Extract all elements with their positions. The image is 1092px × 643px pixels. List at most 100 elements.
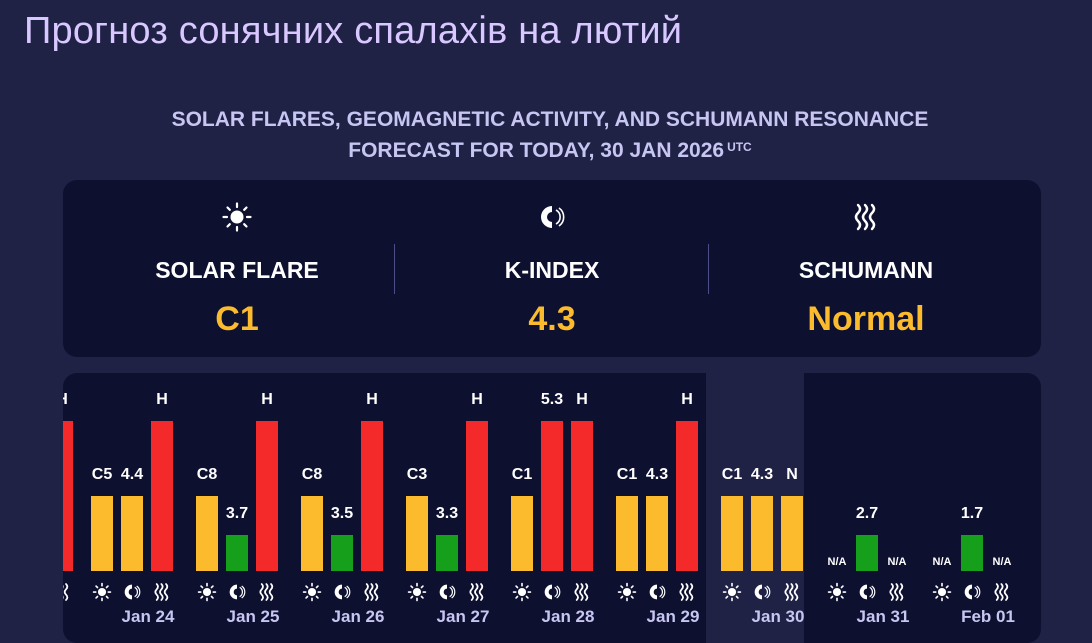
- sun-icon: [826, 581, 848, 603]
- bar: [466, 421, 488, 571]
- wave-icon: [781, 581, 803, 603]
- magnet-icon: [541, 581, 563, 603]
- wave-icon: [63, 581, 73, 603]
- bar-label: 5.3: [540, 391, 564, 408]
- metric-label: SCHUMANN: [798, 257, 934, 283]
- bar-label: H: [471, 391, 483, 408]
- bar-label: C1: [511, 466, 533, 483]
- day-label: Jan 24: [121, 607, 175, 626]
- bar-label: N: [786, 466, 798, 483]
- bar-label: 4.4: [120, 466, 144, 483]
- bar-label: 2.7: [855, 505, 879, 522]
- bar: [256, 421, 278, 571]
- bar: [541, 421, 563, 571]
- sun-icon: [511, 581, 533, 603]
- divider: [394, 244, 395, 294]
- page-title: Прогноз сонячних спалахів на лютий: [24, 10, 683, 52]
- bar-label: C1: [616, 466, 638, 483]
- bar: [301, 496, 323, 571]
- bar: [121, 496, 143, 571]
- sun-icon: [406, 581, 428, 603]
- sun-icon: [196, 581, 218, 603]
- wave-icon: [151, 581, 173, 603]
- bar: [961, 535, 983, 571]
- magnet-icon: [646, 581, 668, 603]
- bar: [856, 535, 878, 571]
- day-label: Jan 30: [751, 607, 805, 626]
- day-label: Jan 25: [226, 607, 280, 626]
- bar-label: C1: [721, 466, 743, 483]
- wave-icon: [256, 581, 278, 603]
- metric-value: Normal: [807, 300, 925, 338]
- metric-value: 4.3: [528, 300, 576, 338]
- wave-icon: [991, 581, 1013, 603]
- bar-label: 4.3: [645, 466, 669, 483]
- day-label: Jan 27: [436, 607, 490, 626]
- bar: [616, 496, 638, 571]
- bar: [781, 496, 803, 571]
- bar: [331, 535, 353, 571]
- bar-label: C5: [91, 466, 113, 483]
- day-label: Jan 29: [646, 607, 700, 626]
- bar: [646, 496, 668, 571]
- bar-label: N/A: [932, 556, 952, 568]
- subtitle-line1: SOLAR FLARES, GEOMAGNETIC ACTIVITY, AND …: [171, 108, 929, 131]
- metric-k-index: K-INDEX 4.3: [389, 180, 715, 357]
- metric-label: K-INDEX: [504, 257, 600, 283]
- bar: [406, 496, 428, 571]
- bar-label: H: [63, 391, 82, 409]
- magnet-icon: [331, 581, 353, 603]
- bar-label: 4.3: [750, 466, 774, 483]
- bar: [196, 496, 218, 571]
- bar: [751, 496, 773, 571]
- bar-label: C8: [301, 466, 323, 483]
- sun-icon: [616, 581, 638, 603]
- bar-label: H: [261, 391, 273, 408]
- bar-label: N/A: [992, 556, 1012, 568]
- utc-label: UTC: [727, 140, 752, 154]
- bar-label: C8: [196, 466, 218, 483]
- magnet-icon: [121, 581, 143, 603]
- bar: [151, 421, 173, 571]
- bar: [721, 496, 743, 571]
- magnet-icon: [751, 581, 773, 603]
- wave-icon: [361, 581, 383, 603]
- bar-label: H: [576, 391, 588, 408]
- bar: [361, 421, 383, 571]
- divider: [708, 244, 709, 294]
- bar-label: N/A: [827, 556, 847, 568]
- bar-label: H: [156, 391, 168, 408]
- day-label: Jan 31: [856, 607, 910, 626]
- summary-card: SOLAR FLARE C1 K-INDEX 4.3 SCHUMANN Norm…: [63, 180, 1041, 357]
- magnet-icon: [961, 581, 983, 603]
- metric-value: C1: [215, 300, 259, 338]
- wave-icon: [466, 581, 488, 603]
- bar-partial: [63, 421, 73, 571]
- day-label: Feb 01: [961, 607, 1015, 626]
- magnet-icon: [436, 581, 458, 603]
- forecast-subtitle: SOLAR FLARES, GEOMAGNETIC ACTIVITY, AND …: [0, 104, 1092, 166]
- sun-icon: [74, 200, 400, 234]
- day-label: Jan 28: [541, 607, 595, 626]
- bar: [511, 496, 533, 571]
- bar-label: 3.3: [435, 505, 459, 522]
- bar-label: H: [366, 391, 378, 408]
- sun-icon: [301, 581, 323, 603]
- magnet-icon: [389, 200, 715, 234]
- day-label: Jan 26: [331, 607, 385, 626]
- bar-label: 1.7: [960, 505, 984, 522]
- wave-icon: [571, 581, 593, 603]
- bar-label: C3: [406, 466, 428, 483]
- bar: [676, 421, 698, 571]
- wave-icon: [886, 581, 908, 603]
- wave-icon: [676, 581, 698, 603]
- bar-label: H: [681, 391, 693, 408]
- metric-solar-flare: SOLAR FLARE C1: [74, 180, 400, 357]
- magnet-icon: [226, 581, 248, 603]
- forecast-chart[interactable]: H C5 4.4 H Jan 24 C8 3.7 H Jan 25 C8 3.5 H Jan 26 C3 3…: [63, 373, 1041, 643]
- sun-icon: [931, 581, 953, 603]
- sun-icon: [721, 581, 743, 603]
- bar: [436, 535, 458, 571]
- sun-icon: [91, 581, 113, 603]
- bar-label: N/A: [887, 556, 907, 568]
